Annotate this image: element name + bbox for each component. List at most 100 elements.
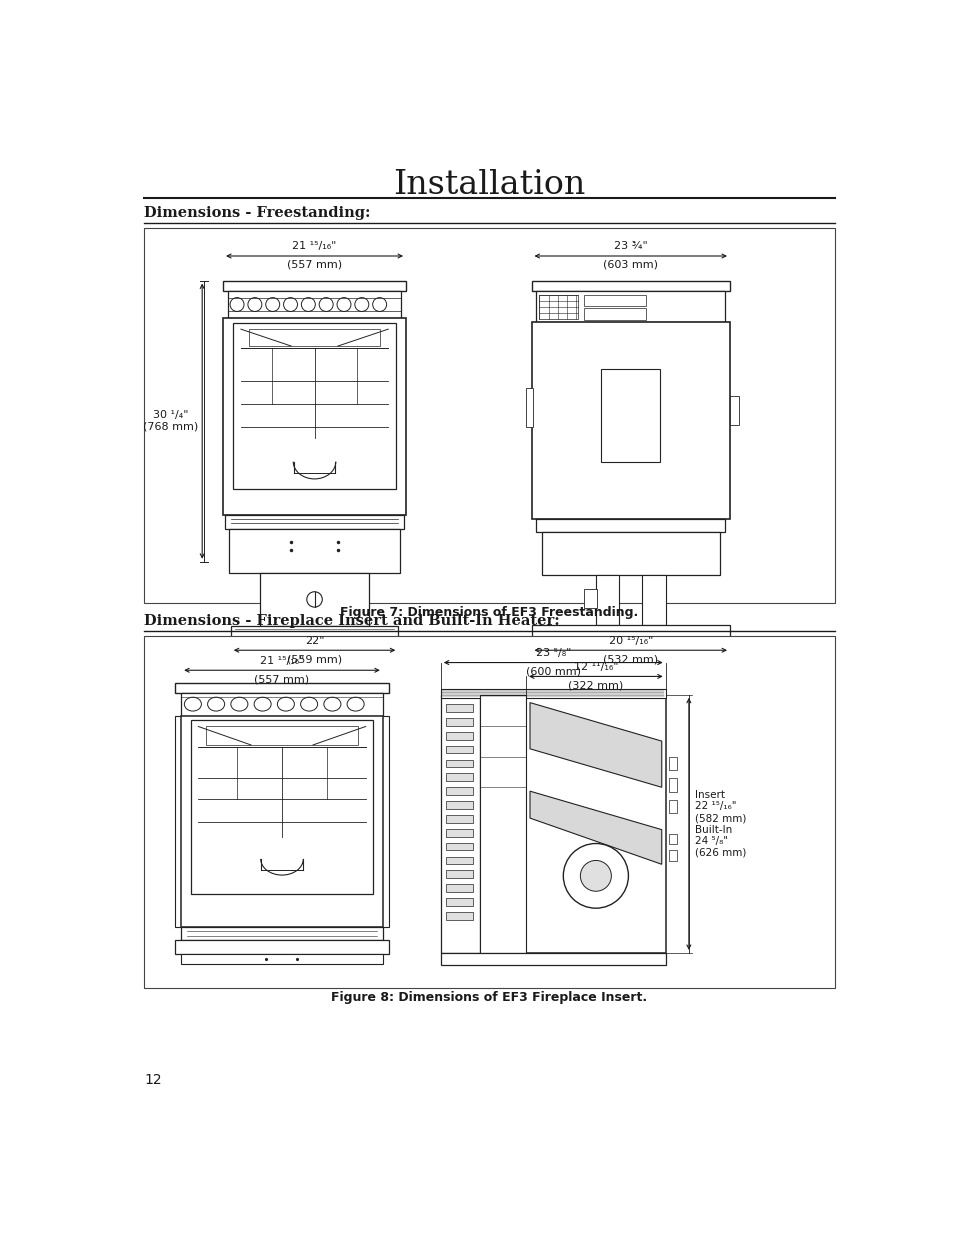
Bar [181, 716, 382, 927]
Bar [223, 280, 406, 291]
Ellipse shape [323, 698, 340, 711]
Text: Figure 8: Dimensions of EF3 Fireplace Insert.: Figure 8: Dimensions of EF3 Fireplace In… [331, 990, 646, 1004]
Bar [445, 718, 473, 726]
Bar [445, 787, 473, 795]
Circle shape [562, 844, 628, 908]
Ellipse shape [277, 698, 294, 711]
Text: 23 ¾": 23 ¾" [613, 241, 647, 252]
Bar [531, 322, 729, 519]
Bar [525, 389, 533, 427]
Bar [531, 280, 729, 291]
Bar [445, 704, 473, 711]
Bar [445, 829, 473, 836]
Text: (600 mm): (600 mm) [525, 667, 580, 677]
Bar [669, 799, 677, 814]
Bar [144, 636, 835, 988]
Text: Figure 7: Dimensions of EF3 Freestanding.: Figure 7: Dimensions of EF3 Freestanding… [339, 606, 638, 619]
Bar [669, 757, 677, 771]
Bar [479, 695, 525, 953]
Bar [174, 683, 389, 693]
Text: 22": 22" [304, 636, 324, 646]
Ellipse shape [355, 298, 369, 311]
Ellipse shape [231, 698, 248, 711]
Bar [260, 573, 369, 626]
Bar [445, 802, 473, 809]
Bar [445, 857, 473, 864]
Bar [641, 574, 665, 625]
Bar [669, 851, 677, 861]
Text: (559 mm): (559 mm) [287, 655, 342, 664]
Bar [445, 884, 473, 892]
Bar [536, 291, 724, 322]
Text: Installation: Installation [393, 169, 584, 201]
Bar [445, 732, 473, 740]
Bar [440, 953, 665, 966]
Text: (322 mm): (322 mm) [568, 680, 623, 690]
Bar [231, 626, 397, 638]
Polygon shape [530, 792, 661, 864]
Bar [669, 834, 677, 845]
Bar [541, 532, 720, 574]
Polygon shape [530, 703, 661, 787]
Bar [223, 319, 406, 515]
Circle shape [307, 592, 322, 608]
Bar [181, 693, 382, 716]
Bar [596, 574, 618, 625]
Bar [445, 760, 473, 767]
Bar [144, 227, 835, 603]
Bar [445, 842, 473, 851]
Bar [669, 778, 677, 792]
Ellipse shape [301, 298, 315, 311]
Text: Dimensions - Freestanding:: Dimensions - Freestanding: [144, 206, 370, 220]
Bar [249, 330, 380, 346]
Bar [445, 898, 473, 906]
Text: 12: 12 [144, 1073, 161, 1087]
Bar [228, 291, 401, 319]
Ellipse shape [184, 698, 201, 711]
Bar [174, 940, 389, 953]
Text: 12 ¹¹/₁₆": 12 ¹¹/₁₆" [573, 662, 618, 672]
Bar [583, 309, 645, 320]
Ellipse shape [230, 298, 244, 311]
Bar [531, 625, 729, 637]
Text: 23 ⁵/₈": 23 ⁵/₈" [535, 648, 570, 658]
Ellipse shape [208, 698, 224, 711]
Bar [445, 911, 473, 920]
Text: 21 ¹⁵/₁₆": 21 ¹⁵/₁₆" [292, 241, 336, 252]
Bar [525, 695, 665, 953]
Bar [440, 695, 479, 953]
Ellipse shape [336, 298, 351, 311]
Bar [440, 689, 665, 698]
Bar [174, 716, 186, 927]
Text: (557 mm): (557 mm) [254, 674, 309, 684]
Bar [181, 927, 382, 940]
Ellipse shape [266, 298, 279, 311]
Bar [445, 871, 473, 878]
Bar [229, 529, 399, 573]
Ellipse shape [300, 698, 317, 711]
Bar [600, 369, 659, 462]
Bar [225, 515, 403, 529]
Bar [445, 815, 473, 823]
Bar [233, 324, 395, 489]
Bar [377, 716, 389, 927]
Bar [445, 773, 473, 782]
Ellipse shape [253, 698, 271, 711]
Circle shape [579, 861, 611, 892]
Bar [729, 396, 739, 425]
Text: (603 mm): (603 mm) [602, 259, 658, 270]
Bar [191, 720, 373, 894]
Text: 30 ¹/₄"
(768 mm): 30 ¹/₄" (768 mm) [143, 410, 198, 432]
Bar [206, 726, 357, 745]
Bar [181, 953, 382, 965]
Text: 20 ¹⁵/₁₆": 20 ¹⁵/₁₆" [608, 636, 652, 646]
Bar [538, 294, 578, 319]
Ellipse shape [248, 298, 261, 311]
Text: (557 mm): (557 mm) [287, 259, 342, 270]
Bar [536, 519, 724, 532]
Ellipse shape [319, 298, 333, 311]
Bar [445, 746, 473, 753]
Ellipse shape [283, 298, 297, 311]
Ellipse shape [373, 298, 386, 311]
Text: 21 ¹⁵/₁₆": 21 ¹⁵/₁₆" [259, 656, 304, 666]
